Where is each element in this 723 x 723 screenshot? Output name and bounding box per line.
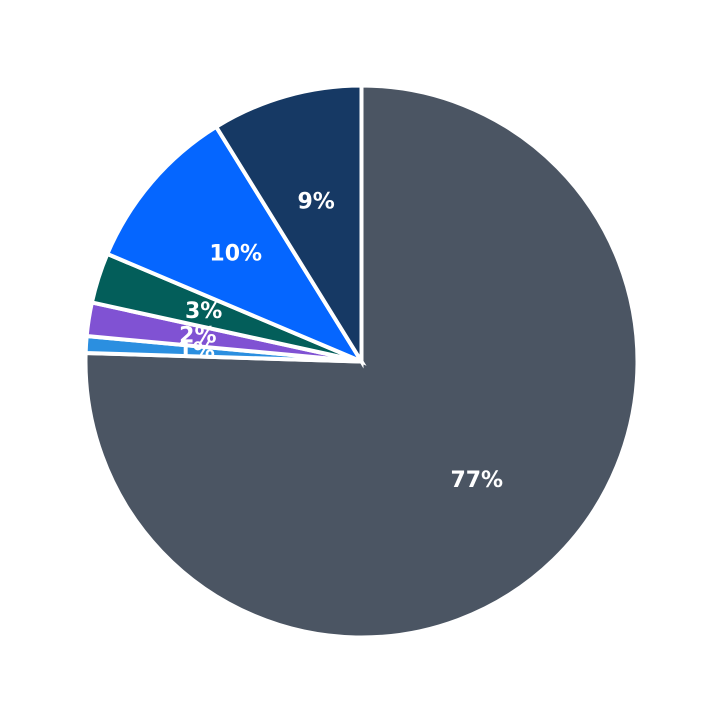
pie-slice-77-pct [83, 83, 640, 640]
pie-slices [83, 83, 640, 640]
pie-labels: 77% 1%2%3% 10% 9% [178, 190, 504, 493]
pie-slice-9-pct [213, 83, 364, 369]
pie-slice-label: 77% [450, 468, 503, 493]
pie-slice-label: 10% [209, 241, 262, 266]
pie-slice-label: 9% [298, 190, 335, 215]
pie-slice-10-pct [104, 124, 367, 366]
pie-slice-label: 3% [185, 299, 222, 324]
pie-slice-label: 2% [179, 324, 216, 349]
pie-slice-label: 1% [178, 339, 215, 364]
